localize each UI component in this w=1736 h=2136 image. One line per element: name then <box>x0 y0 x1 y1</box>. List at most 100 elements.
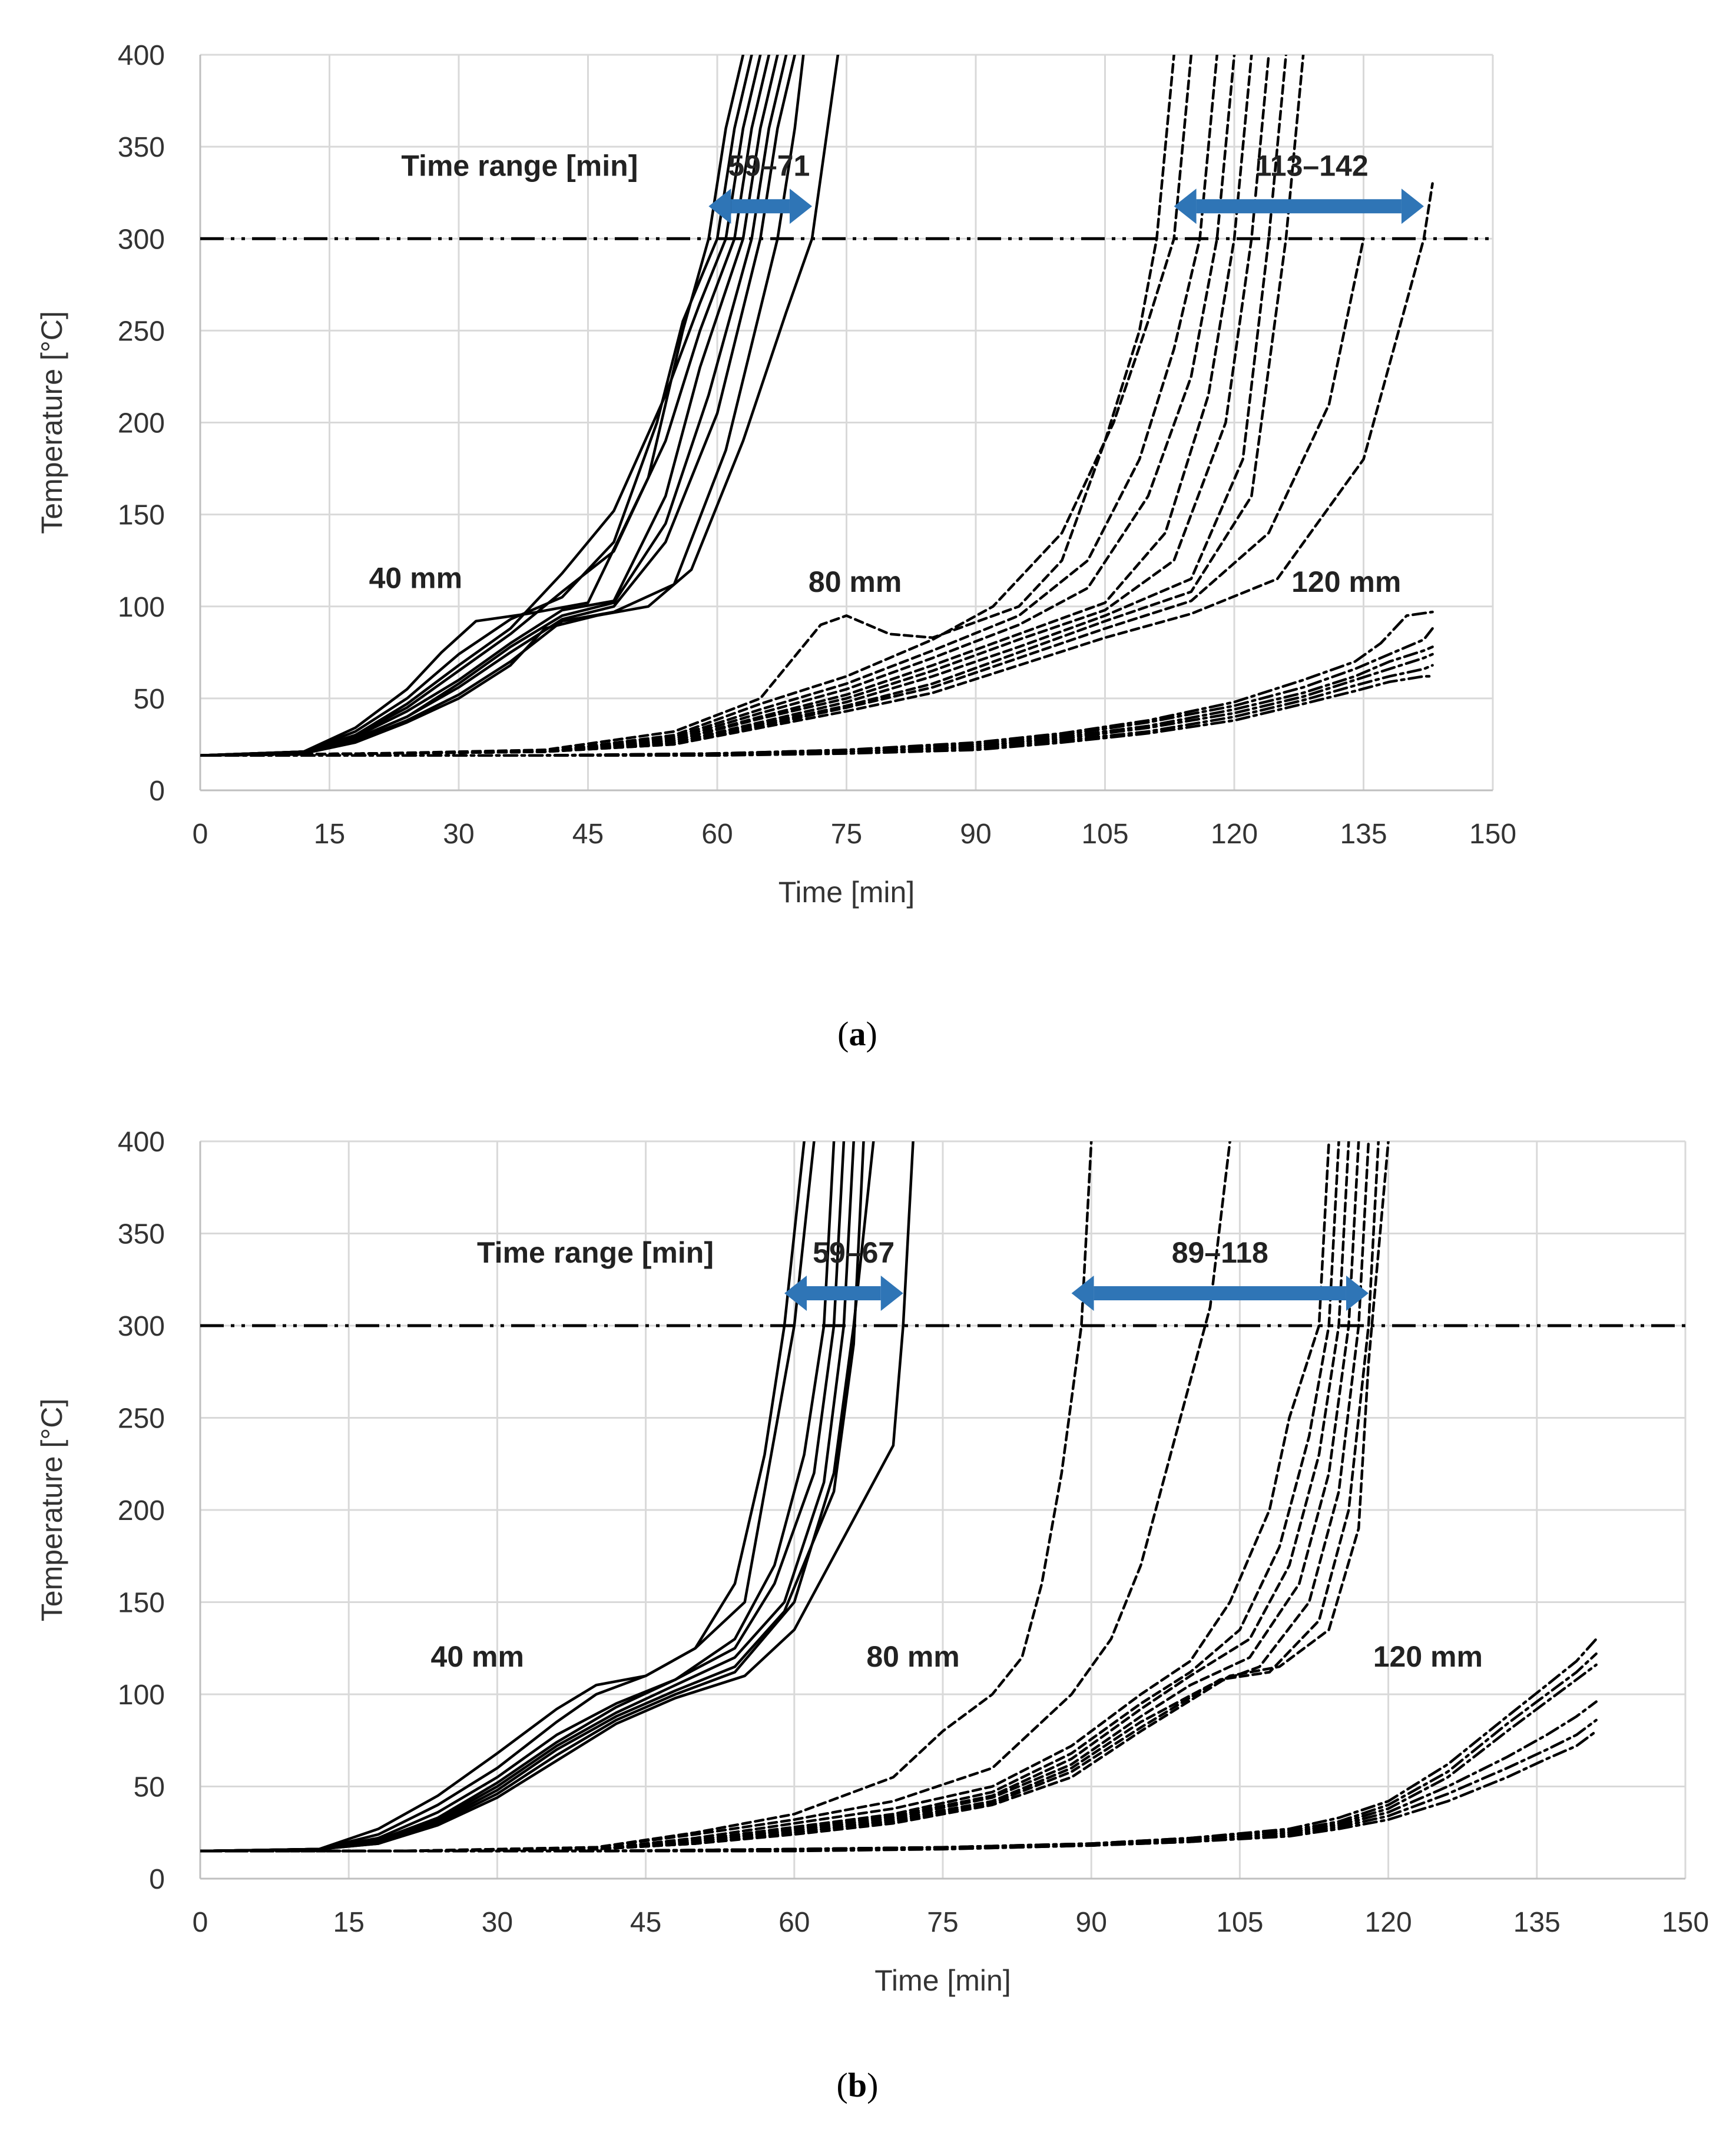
series-40-mm-line-6 <box>200 1141 865 1853</box>
y-tick-label: 200 <box>118 1495 165 1526</box>
series-40-mm-line-4 <box>200 1141 846 1853</box>
series-80-mm-line-5 <box>200 55 1253 757</box>
y-tick-label: 0 <box>149 1864 165 1895</box>
x-tick-label: 15 <box>314 819 345 850</box>
plot-area <box>200 1141 1598 1853</box>
x-tick-label: 0 <box>193 819 208 850</box>
chart-panel-a: 0 50 100 150 200 250 300 350 400 0 15 30 45 60 75 90 105… <box>35 40 1516 1053</box>
series-120-mm-line-5 <box>200 1718 1598 1853</box>
range-arrow-left-head-1 <box>708 188 731 224</box>
panel-caption: (b) <box>837 2066 879 2104</box>
range-arrow-left-head-2 <box>1071 1276 1094 1311</box>
series-40-mm-line-3 <box>200 1141 836 1853</box>
series-group-label: 80 mm <box>809 565 902 598</box>
caption-paren-close: ) <box>867 2066 878 2104</box>
series-40-mm-line-8 <box>200 55 805 757</box>
caption-letter: b <box>848 2066 867 2104</box>
y-axis-title: Temperature [°C] <box>35 311 68 534</box>
x-tick-label: 15 <box>333 1907 365 1938</box>
range-value-label-2: 113–142 <box>1255 149 1369 182</box>
y-tick-label: 400 <box>118 40 165 71</box>
series-120-mm-line-6 <box>200 1730 1598 1853</box>
caption-paren-open: ( <box>837 1015 849 1053</box>
range-value-label-1: 59–71 <box>728 149 810 182</box>
x-axis-title: Time [min] <box>778 876 915 909</box>
y-tick-label: 150 <box>118 1588 165 1619</box>
plot-area <box>200 55 1434 757</box>
y-axis-title: Temperature [°C] <box>35 1399 68 1621</box>
x-tick-label: 60 <box>778 1907 810 1938</box>
series-group-label: 40 mm <box>431 1640 524 1673</box>
y-tick-label: 300 <box>118 224 165 255</box>
y-tick-label: 100 <box>118 592 165 623</box>
caption-paren-close: ) <box>866 1015 877 1053</box>
chart-panel-b: 0 50 100 150 200 250 300 350 400 0 15 30 45 60 75 90 105… <box>35 1127 1709 2104</box>
time-range-label: Time range [min] <box>477 1236 714 1269</box>
x-axis-title: Time [min] <box>874 1964 1011 1997</box>
series-group-label: 120 mm <box>1291 565 1401 598</box>
x-tick-label: 90 <box>960 819 991 850</box>
x-tick-label: 45 <box>630 1907 661 1938</box>
series-80-mm-line-9 <box>200 1141 1390 1853</box>
x-tick-label: 0 <box>193 1907 208 1938</box>
series-group-label: 80 mm <box>866 1640 959 1673</box>
y-tick-label: 400 <box>118 1127 165 1158</box>
series-120-mm-line-6 <box>200 675 1434 757</box>
y-tick-label: 300 <box>118 1311 165 1342</box>
x-tick-label: 30 <box>482 1907 513 1938</box>
panel-caption: (a) <box>837 1015 877 1053</box>
y-tick-label: 100 <box>118 1680 165 1711</box>
y-tick-label: 150 <box>118 500 165 531</box>
range-arrow-left-head-2 <box>1174 188 1197 224</box>
y-tick-label: 50 <box>134 684 165 715</box>
y-tick-label: 50 <box>134 1772 165 1803</box>
time-range-label: Time range [min] <box>401 149 638 182</box>
series-80-mm-line-1 <box>200 1141 1093 1853</box>
x-tick-label: 45 <box>572 819 604 850</box>
x-tick-label: 150 <box>1469 819 1516 850</box>
x-tick-label: 135 <box>1340 819 1387 850</box>
x-tick-label: 105 <box>1081 819 1128 850</box>
y-tick-label: 0 <box>149 776 165 807</box>
x-tick-label: 75 <box>831 819 862 850</box>
y-tick-label: 200 <box>118 408 165 439</box>
series-80-mm-line-9 <box>200 237 1365 757</box>
x-tick-label: 120 <box>1365 1907 1412 1938</box>
range-value-label-2: 89–118 <box>1172 1236 1268 1269</box>
x-tick-label: 120 <box>1211 819 1258 850</box>
range-arrow-right-head-2 <box>1346 1276 1369 1311</box>
series-group-label: 120 mm <box>1373 1640 1483 1673</box>
x-tick-label: 135 <box>1513 1907 1561 1938</box>
x-tick-label: 75 <box>927 1907 958 1938</box>
y-tick-label: 250 <box>118 316 165 347</box>
x-tick-label: 60 <box>701 819 733 850</box>
series-40-mm-line-2 <box>200 1141 816 1853</box>
x-tick-label: 30 <box>443 819 474 850</box>
x-tick-label: 105 <box>1216 1907 1263 1938</box>
y-tick-label: 350 <box>118 132 165 163</box>
series-80-mm-line-4 <box>200 1141 1340 1853</box>
series-40-mm-line-5 <box>200 55 779 757</box>
series-40-mm-line-2 <box>200 55 753 757</box>
series-80-mm-line-1 <box>200 55 1175 757</box>
series-120-mm-line-4 <box>200 653 1434 757</box>
y-tick-label: 250 <box>118 1403 165 1435</box>
range-arrow-left-head-1 <box>784 1276 807 1311</box>
series-40-mm-line-1 <box>200 1141 806 1853</box>
range-arrow-right-head-1 <box>880 1276 903 1311</box>
x-tick-label: 150 <box>1662 1907 1709 1938</box>
series-group-label: 40 mm <box>369 562 462 595</box>
range-value-label-1: 59–67 <box>813 1236 894 1269</box>
caption-paren-open: ( <box>837 2066 848 2104</box>
series-40-mm-line-9 <box>200 55 840 757</box>
series-80-mm-line-2 <box>200 1141 1231 1853</box>
range-arrow-right-head-1 <box>789 188 812 224</box>
series-120-mm-line-1 <box>200 610 1434 757</box>
series-40-mm-line-7 <box>200 55 796 757</box>
caption-letter: a <box>849 1015 866 1053</box>
series-80-mm-line-10 <box>200 182 1434 757</box>
x-tick-label: 90 <box>1076 1907 1107 1938</box>
series-40-mm-line-1 <box>200 55 745 757</box>
range-arrow-right-head-2 <box>1401 188 1424 224</box>
